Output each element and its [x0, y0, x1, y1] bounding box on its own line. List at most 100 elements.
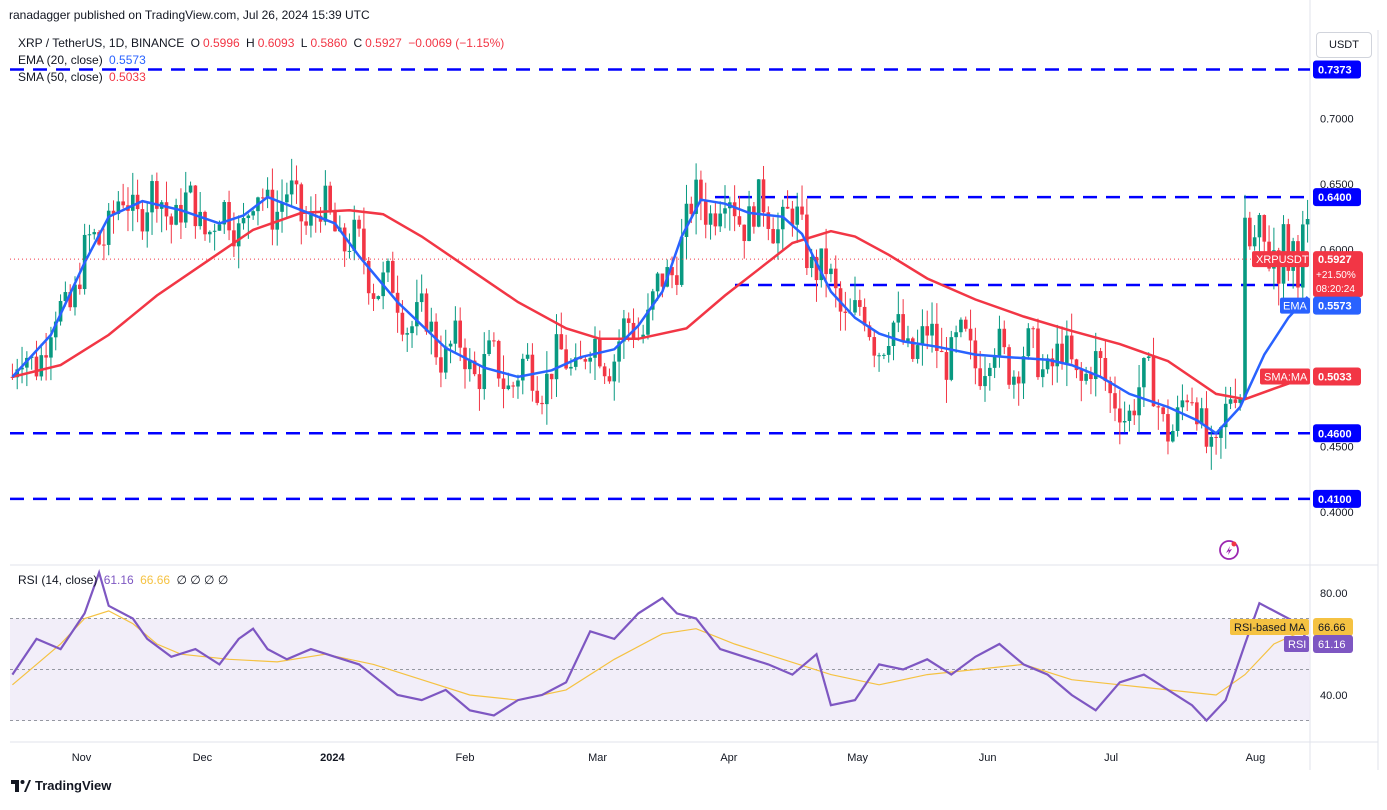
candle-body[interactable] [386, 260, 390, 273]
candle-body[interactable] [487, 340, 491, 355]
candle-body[interactable] [935, 323, 939, 351]
candle-body[interactable] [34, 356, 39, 377]
candle-body[interactable] [453, 320, 458, 344]
candle-body[interactable] [135, 194, 140, 210]
candle-body[interactable] [819, 248, 824, 281]
candle-body[interactable] [232, 230, 236, 247]
candle-body[interactable] [155, 181, 159, 209]
candle-body[interactable] [626, 318, 631, 323]
candle-body[interactable] [217, 224, 222, 231]
candle-body[interactable] [92, 232, 97, 235]
candle-body[interactable] [203, 211, 207, 235]
candle-body[interactable] [920, 326, 925, 346]
candle-body[interactable] [299, 184, 304, 222]
candle-body[interactable] [891, 322, 896, 347]
candle-body[interactable] [506, 385, 511, 390]
candle-body[interactable] [713, 213, 718, 227]
candle-body[interactable] [1223, 403, 1228, 428]
candle-body[interactable] [559, 334, 564, 350]
candle-body[interactable] [468, 360, 472, 370]
candle-body[interactable] [525, 354, 530, 359]
candle-body[interactable] [1127, 410, 1132, 422]
candle-body[interactable] [882, 354, 886, 356]
candle-body[interactable] [708, 213, 713, 225]
candle-body[interactable] [992, 355, 997, 368]
candle-body[interactable] [699, 179, 703, 202]
candle-body[interactable] [1040, 369, 1045, 378]
candle-body[interactable] [858, 300, 862, 307]
candle-body[interactable] [246, 215, 251, 219]
candle-body[interactable] [939, 350, 944, 353]
candle-body[interactable] [130, 194, 135, 211]
candle-body[interactable] [198, 211, 202, 227]
candle-body[interactable] [684, 203, 689, 237]
candle-body[interactable] [501, 378, 506, 390]
candle-body[interactable] [771, 228, 775, 244]
candle-body[interactable] [650, 291, 655, 310]
candle-body[interactable] [496, 340, 501, 379]
candle-body[interactable] [756, 179, 761, 227]
candle-body[interactable] [1219, 427, 1223, 438]
candle-body[interactable] [1093, 351, 1098, 380]
candle-body[interactable] [1055, 343, 1060, 367]
candle-body[interactable] [776, 229, 780, 244]
candle-body[interactable] [564, 349, 568, 369]
candle-body[interactable] [761, 179, 766, 213]
candle-body[interactable] [20, 367, 24, 370]
candle-body[interactable] [1012, 376, 1016, 385]
ema-line[interactable] [11, 195, 1309, 435]
candle-body[interactable] [87, 234, 92, 236]
candle-body[interactable] [795, 206, 800, 225]
candle-body[interactable] [419, 293, 424, 303]
rsi-line[interactable] [11, 569, 1309, 723]
candle-body[interactable] [766, 212, 771, 229]
candle-body[interactable] [482, 354, 487, 390]
candle-body[interactable] [520, 358, 525, 381]
sma-line[interactable] [12, 208, 1309, 401]
candle-body[interactable] [978, 368, 982, 387]
candle-body[interactable] [342, 227, 347, 252]
candle-body[interactable] [1108, 381, 1112, 394]
candle-body[interactable] [1132, 410, 1137, 416]
candle-body[interactable] [424, 293, 429, 332]
candle-body[interactable] [1195, 402, 1199, 425]
candle-body[interactable] [670, 267, 674, 276]
candle-body[interactable] [540, 402, 544, 405]
candle-body[interactable] [1122, 421, 1127, 423]
candle-body[interactable] [174, 204, 178, 225]
candle-body[interactable] [150, 181, 154, 213]
candle-body[interactable] [641, 334, 645, 339]
candle-body[interactable] [63, 292, 68, 302]
candle-body[interactable] [1079, 370, 1084, 381]
candle-body[interactable] [1007, 347, 1011, 385]
candle-body[interactable] [1113, 393, 1117, 409]
candle-body[interactable] [270, 189, 275, 230]
candle-body[interactable] [694, 179, 698, 214]
candle-body[interactable] [679, 236, 684, 285]
candle-body[interactable] [1036, 328, 1040, 378]
candle-body[interactable] [1243, 217, 1247, 399]
candle-body[interactable] [1146, 356, 1151, 359]
candle-body[interactable] [944, 352, 949, 380]
candle-body[interactable] [901, 314, 905, 342]
candle-body[interactable] [824, 248, 828, 275]
tradingview-logo[interactable]: TradingView [11, 778, 111, 793]
candle-body[interactable] [1065, 335, 1069, 364]
candle-body[interactable] [588, 357, 592, 362]
candle-body[interactable] [1233, 399, 1238, 403]
candle-body[interactable] [1016, 376, 1021, 384]
candle-body[interactable] [1084, 373, 1088, 381]
candle-body[interactable] [612, 361, 617, 382]
candle-body[interactable] [549, 373, 554, 380]
candle-body[interactable] [429, 321, 434, 332]
candle-body[interactable] [886, 346, 891, 355]
candle-body[interactable] [1228, 399, 1233, 404]
candle-body[interactable] [39, 355, 44, 377]
candle-body[interactable] [814, 256, 819, 281]
candle-body[interactable] [371, 293, 376, 299]
candle-body[interactable] [554, 334, 559, 380]
candle-body[interactable] [963, 319, 968, 329]
candle-body[interactable] [208, 231, 212, 235]
candle-body[interactable] [97, 232, 101, 245]
